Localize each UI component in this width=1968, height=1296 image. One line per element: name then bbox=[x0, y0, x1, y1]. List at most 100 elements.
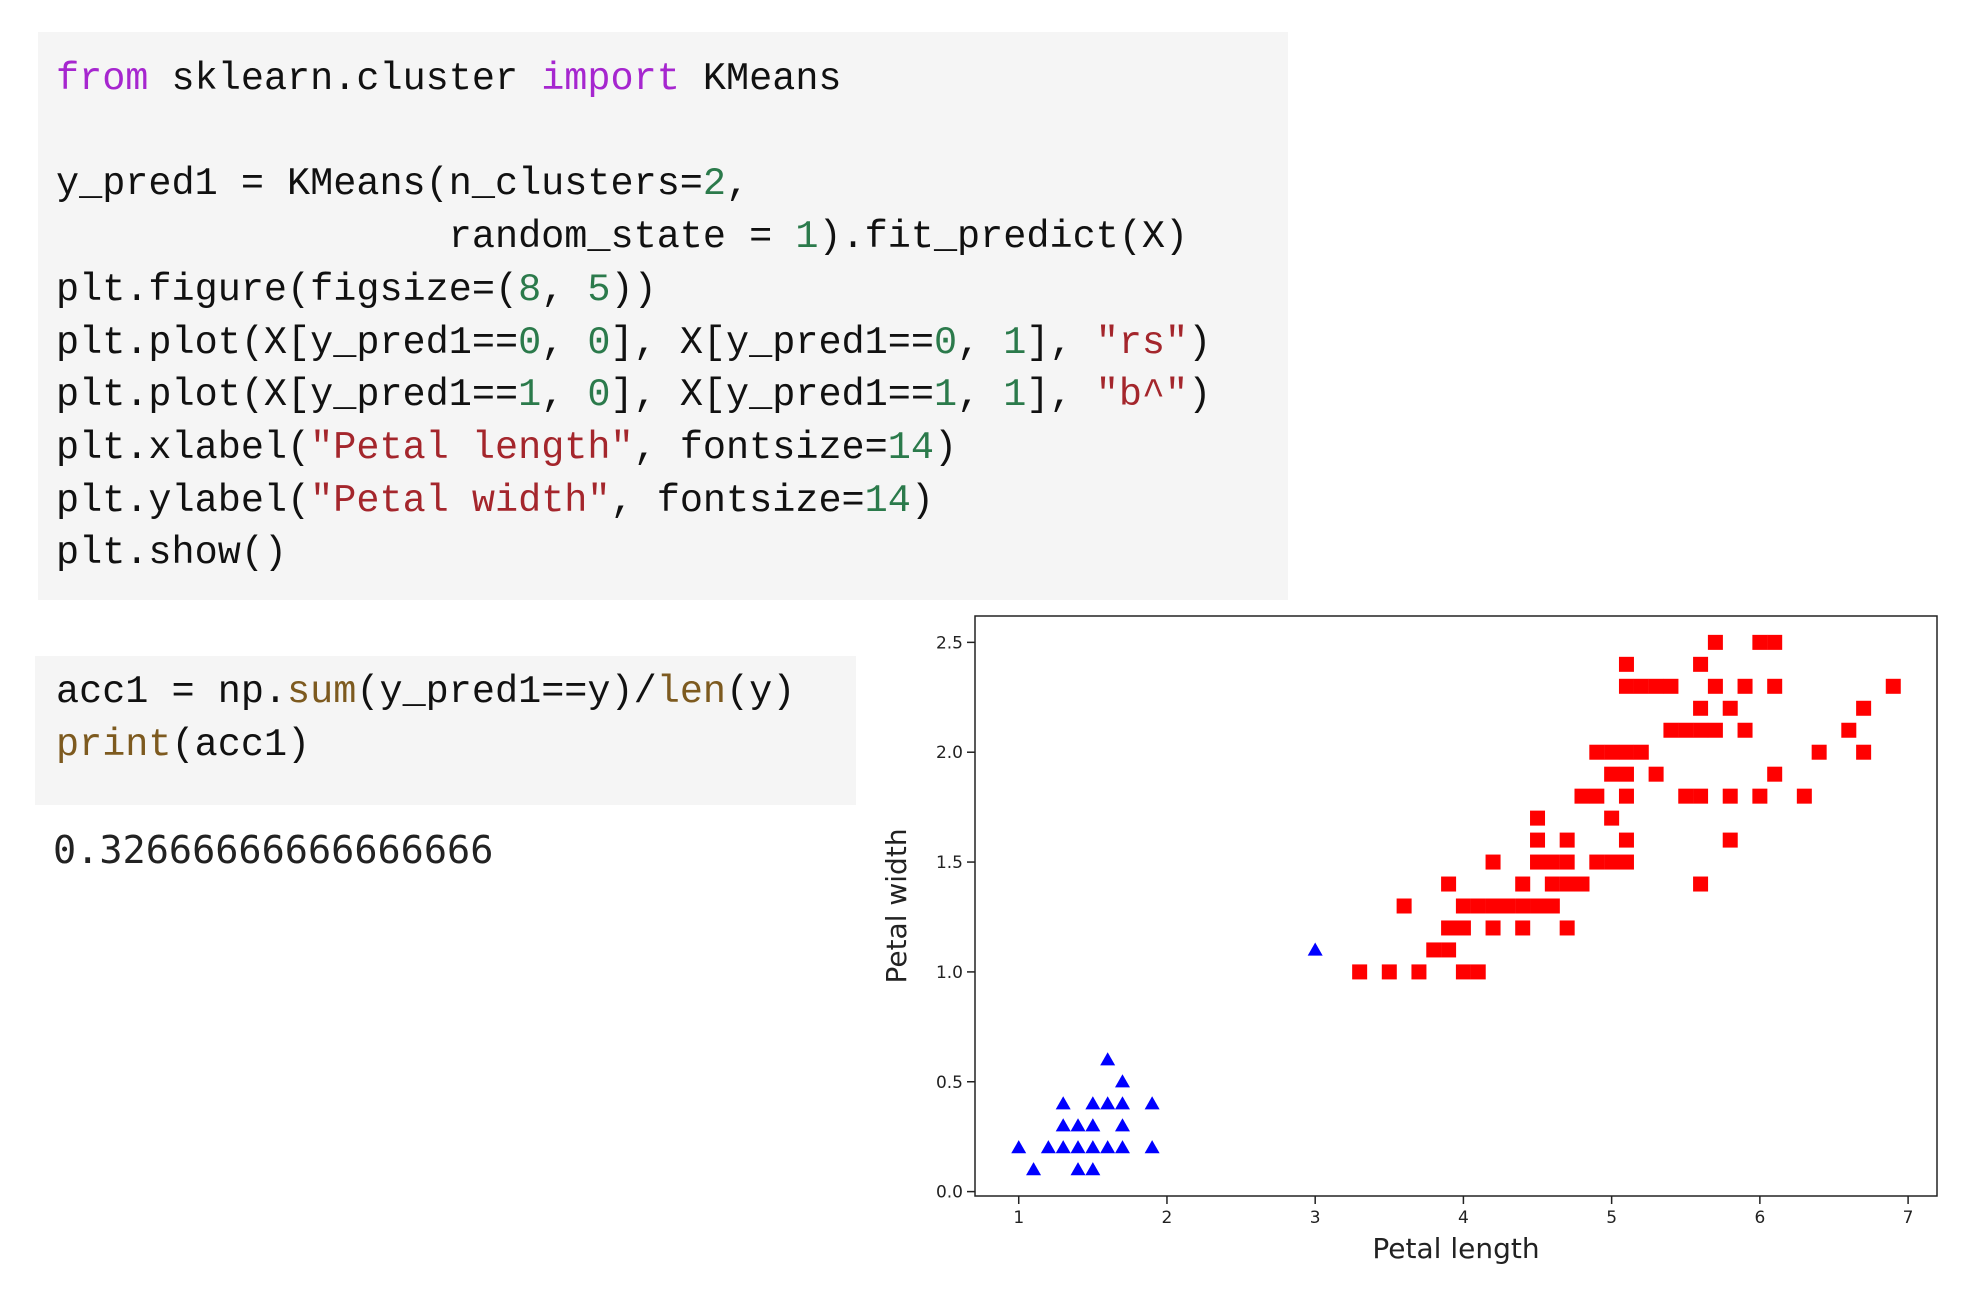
code-cell bbox=[38, 32, 1288, 600]
code-line: plt.show() bbox=[56, 531, 288, 576]
point bbox=[1752, 634, 1768, 650]
code-cell bbox=[35, 656, 856, 805]
point bbox=[1693, 722, 1709, 738]
y-tick-label: 2.5 bbox=[936, 633, 963, 653]
x-axis-label: Petal length bbox=[1372, 1232, 1539, 1265]
point bbox=[1574, 876, 1590, 892]
point bbox=[1515, 876, 1531, 892]
point bbox=[1470, 964, 1486, 980]
point bbox=[1767, 678, 1783, 694]
point bbox=[1722, 788, 1738, 804]
point bbox=[1085, 1162, 1101, 1176]
point bbox=[1604, 810, 1620, 826]
point bbox=[1856, 700, 1872, 716]
point bbox=[1722, 700, 1738, 716]
point bbox=[1693, 656, 1709, 672]
point bbox=[1648, 766, 1664, 782]
x-tick-label: 7 bbox=[1903, 1208, 1914, 1228]
point bbox=[1589, 788, 1605, 804]
point bbox=[1455, 898, 1471, 914]
point bbox=[1589, 854, 1605, 870]
code-line: plt.plot(X[y_pred1==0, 0], X[y_pred1==0,… bbox=[56, 320, 1212, 365]
code-line: y_pred1 = KMeans(n_clusters=2, bbox=[56, 162, 750, 207]
point bbox=[1678, 722, 1694, 738]
point bbox=[1841, 722, 1857, 738]
point bbox=[1663, 722, 1679, 738]
code-line: plt.plot(X[y_pred1==1, 0], X[y_pred1==1,… bbox=[56, 373, 1212, 418]
code-line: print(acc1) bbox=[56, 722, 311, 767]
axes-frame bbox=[974, 615, 1938, 1197]
point bbox=[1485, 920, 1501, 936]
point bbox=[1604, 766, 1620, 782]
point bbox=[1618, 744, 1634, 760]
code-line: acc1 = np.sum(y_pred1==y)/len(y) bbox=[56, 670, 796, 714]
point bbox=[1767, 766, 1783, 782]
y-tick-label: 0.5 bbox=[936, 1073, 963, 1093]
code-line: plt.figure(figsize=(8, 5)) bbox=[56, 267, 657, 312]
point bbox=[1722, 832, 1738, 848]
point bbox=[1455, 920, 1471, 936]
point bbox=[1530, 854, 1546, 870]
point bbox=[1574, 788, 1590, 804]
point bbox=[1055, 1118, 1071, 1132]
point bbox=[1559, 876, 1575, 892]
point bbox=[1796, 788, 1812, 804]
point bbox=[1100, 1052, 1116, 1066]
point bbox=[1144, 1140, 1160, 1154]
point bbox=[1114, 1118, 1130, 1132]
point bbox=[1455, 964, 1471, 980]
point bbox=[1693, 876, 1709, 892]
point bbox=[1426, 942, 1442, 958]
point bbox=[1648, 678, 1664, 694]
point bbox=[1441, 920, 1457, 936]
point bbox=[1618, 656, 1634, 672]
point bbox=[1515, 920, 1531, 936]
point bbox=[1515, 898, 1531, 914]
point bbox=[1530, 898, 1546, 914]
point bbox=[1100, 1140, 1116, 1154]
point bbox=[1559, 854, 1575, 870]
point bbox=[1396, 898, 1412, 914]
point bbox=[1678, 788, 1694, 804]
point bbox=[1618, 788, 1634, 804]
point bbox=[1530, 810, 1546, 826]
point bbox=[1618, 854, 1634, 870]
point bbox=[1618, 766, 1634, 782]
x-tick-label: 1 bbox=[1013, 1208, 1024, 1228]
point bbox=[1589, 744, 1605, 760]
point bbox=[1055, 1096, 1071, 1110]
point bbox=[1811, 744, 1827, 760]
point bbox=[1707, 634, 1723, 650]
point bbox=[1693, 788, 1709, 804]
y-tick-label: 1.5 bbox=[936, 853, 963, 873]
x-tick-label: 3 bbox=[1310, 1208, 1321, 1228]
point bbox=[1470, 898, 1486, 914]
point bbox=[1707, 722, 1723, 738]
point bbox=[1500, 898, 1516, 914]
code-line: plt.ylabel("Petal width", fontsize=14) bbox=[56, 478, 934, 523]
point bbox=[1485, 898, 1501, 914]
point bbox=[1441, 876, 1457, 892]
point bbox=[1055, 1140, 1071, 1154]
point bbox=[1707, 678, 1723, 694]
code-line: from sklearn.cluster import KMeans bbox=[56, 57, 842, 101]
point bbox=[1559, 920, 1575, 936]
point bbox=[1144, 1096, 1160, 1110]
cell-output: 0.32666666666666666 bbox=[53, 828, 494, 873]
point bbox=[1530, 832, 1546, 848]
y-axis-label: Petal width bbox=[880, 828, 913, 983]
point bbox=[1114, 1140, 1130, 1154]
point bbox=[1085, 1096, 1101, 1110]
point bbox=[1085, 1118, 1101, 1132]
y-tick-label: 0.0 bbox=[936, 1183, 963, 1203]
point bbox=[1114, 1074, 1130, 1088]
point bbox=[1026, 1162, 1042, 1176]
point bbox=[1441, 942, 1457, 958]
point bbox=[1307, 942, 1323, 956]
x-tick-label: 2 bbox=[1162, 1208, 1173, 1228]
point bbox=[1767, 634, 1783, 650]
point bbox=[1633, 678, 1649, 694]
point bbox=[1604, 854, 1620, 870]
